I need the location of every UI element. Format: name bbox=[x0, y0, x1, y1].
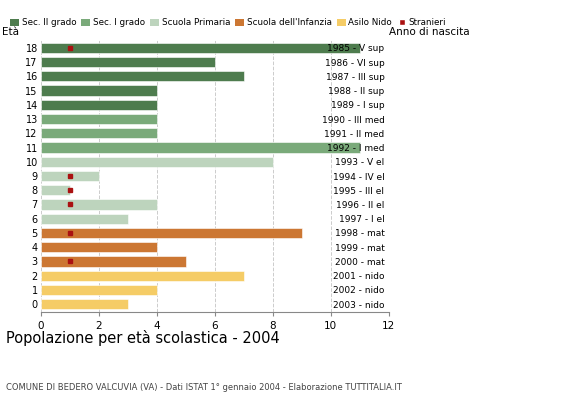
Bar bbox=[41, 128, 157, 138]
Bar bbox=[41, 228, 302, 238]
Bar bbox=[41, 142, 360, 153]
Bar bbox=[41, 214, 128, 224]
Bar bbox=[41, 299, 128, 309]
Text: Età: Età bbox=[2, 27, 19, 37]
Bar bbox=[41, 171, 99, 181]
Bar bbox=[41, 86, 157, 96]
Bar bbox=[41, 242, 157, 252]
Text: Popolazione per età scolastica - 2004: Popolazione per età scolastica - 2004 bbox=[6, 330, 280, 346]
Bar bbox=[41, 199, 157, 210]
Bar bbox=[41, 57, 215, 67]
Bar bbox=[41, 157, 273, 167]
Bar bbox=[41, 114, 157, 124]
Bar bbox=[41, 43, 360, 53]
Text: COMUNE DI BEDERO VALCUVIA (VA) - Dati ISTAT 1° gennaio 2004 - Elaborazione TUTTI: COMUNE DI BEDERO VALCUVIA (VA) - Dati IS… bbox=[6, 383, 402, 392]
Bar bbox=[41, 285, 157, 295]
Bar bbox=[41, 71, 244, 82]
Bar bbox=[41, 256, 186, 266]
Text: Anno di nascita: Anno di nascita bbox=[389, 27, 469, 37]
Bar bbox=[41, 270, 244, 281]
Bar bbox=[41, 100, 157, 110]
Legend: Sec. II grado, Sec. I grado, Scuola Primaria, Scuola dell'Infanzia, Asilo Nido, : Sec. II grado, Sec. I grado, Scuola Prim… bbox=[10, 18, 446, 28]
Bar bbox=[41, 185, 70, 195]
